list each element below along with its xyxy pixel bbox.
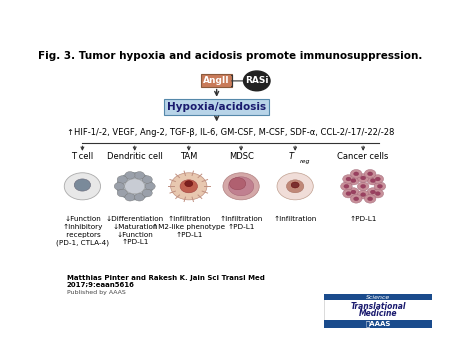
Circle shape: [351, 194, 362, 203]
Text: Hypoxia/acidosis: Hypoxia/acidosis: [167, 102, 266, 112]
Circle shape: [375, 192, 380, 195]
Text: ↑Infiltration
↑M2-like phenotype
↑PD-L1: ↑Infiltration ↑M2-like phenotype ↑PD-L1: [152, 216, 225, 238]
Text: Published by AAAS: Published by AAAS: [67, 290, 126, 295]
Circle shape: [347, 188, 359, 196]
Text: T cell: T cell: [71, 152, 94, 161]
Circle shape: [351, 179, 356, 183]
Circle shape: [142, 176, 152, 183]
Circle shape: [74, 179, 90, 191]
Circle shape: [357, 174, 369, 182]
Text: ↑Infiltration: ↑Infiltration: [274, 216, 317, 222]
Circle shape: [354, 197, 359, 201]
Circle shape: [344, 185, 349, 188]
Circle shape: [341, 182, 352, 191]
Circle shape: [287, 180, 304, 193]
Circle shape: [360, 185, 366, 188]
Text: ↑PD-L1: ↑PD-L1: [350, 216, 377, 222]
Circle shape: [125, 172, 135, 179]
Circle shape: [180, 180, 198, 193]
Circle shape: [347, 176, 359, 185]
Circle shape: [351, 190, 356, 194]
Circle shape: [368, 197, 373, 201]
Circle shape: [229, 177, 254, 196]
Circle shape: [343, 189, 354, 198]
Circle shape: [357, 182, 369, 191]
Circle shape: [117, 173, 153, 200]
Circle shape: [343, 175, 354, 183]
Circle shape: [357, 190, 369, 199]
Circle shape: [360, 193, 366, 196]
Circle shape: [378, 185, 382, 188]
Circle shape: [125, 179, 145, 194]
Circle shape: [360, 176, 366, 180]
Text: TAM: TAM: [180, 152, 198, 161]
Circle shape: [243, 71, 270, 91]
Circle shape: [372, 175, 383, 183]
Text: Science: Science: [366, 295, 390, 299]
Circle shape: [346, 192, 351, 195]
Circle shape: [64, 173, 100, 200]
Circle shape: [375, 177, 380, 181]
Circle shape: [142, 189, 152, 197]
Circle shape: [368, 172, 373, 176]
Text: Medicine: Medicine: [359, 309, 397, 318]
Text: reg: reg: [300, 159, 310, 164]
Text: Fig. 3. Tumor hypoxia and acidosis promote immunosuppression.: Fig. 3. Tumor hypoxia and acidosis promo…: [38, 51, 423, 61]
FancyBboxPatch shape: [324, 320, 432, 328]
Circle shape: [125, 193, 135, 201]
Circle shape: [117, 189, 127, 197]
Circle shape: [367, 188, 379, 196]
Circle shape: [171, 173, 207, 200]
Circle shape: [291, 182, 299, 188]
Circle shape: [370, 190, 375, 194]
Circle shape: [230, 177, 246, 190]
Text: ⒶAAAS: ⒶAAAS: [365, 321, 391, 328]
Circle shape: [354, 172, 359, 176]
Circle shape: [135, 193, 144, 201]
Circle shape: [135, 172, 144, 179]
Text: ↑Infiltration
↑PD-L1: ↑Infiltration ↑PD-L1: [220, 216, 263, 230]
Text: Translational: Translational: [350, 302, 406, 311]
Circle shape: [145, 183, 155, 190]
FancyBboxPatch shape: [324, 294, 432, 300]
Text: MDSC: MDSC: [229, 152, 253, 161]
Circle shape: [117, 176, 127, 183]
Text: ↑HIF-1/-2, VEGF, Ang-2, TGF-β, IL-6, GM-CSF, M-CSF, SDF-α, CCL-2/-17/-22/-28: ↑HIF-1/-2, VEGF, Ang-2, TGF-β, IL-6, GM-…: [67, 128, 394, 137]
Circle shape: [372, 189, 383, 198]
Text: Dendritic cell: Dendritic cell: [107, 152, 162, 161]
Text: Matthias Pinter and Rakesh K. Jain Sci Transl Med
2017;9:eaan5616: Matthias Pinter and Rakesh K. Jain Sci T…: [67, 275, 265, 288]
Circle shape: [367, 176, 379, 185]
Text: Cancer cells: Cancer cells: [338, 152, 389, 161]
Text: AngII: AngII: [203, 76, 230, 86]
Text: ↓Function
↑Inhibitory
 receptors
(PD-1, CTLA-4): ↓Function ↑Inhibitory receptors (PD-1, C…: [56, 216, 109, 246]
Text: T: T: [289, 152, 294, 161]
Circle shape: [351, 169, 362, 178]
Circle shape: [364, 169, 376, 178]
Text: RASi: RASi: [245, 76, 269, 86]
Circle shape: [277, 173, 313, 200]
Circle shape: [346, 177, 351, 181]
Circle shape: [364, 194, 376, 203]
Circle shape: [374, 182, 386, 191]
FancyBboxPatch shape: [324, 294, 432, 322]
Text: ↓Differentiation
↓Maturation
↓Function
↑PD-L1: ↓Differentiation ↓Maturation ↓Function ↑…: [106, 216, 164, 245]
Circle shape: [185, 181, 193, 187]
Circle shape: [223, 173, 259, 200]
Circle shape: [370, 179, 375, 183]
Circle shape: [114, 183, 124, 190]
